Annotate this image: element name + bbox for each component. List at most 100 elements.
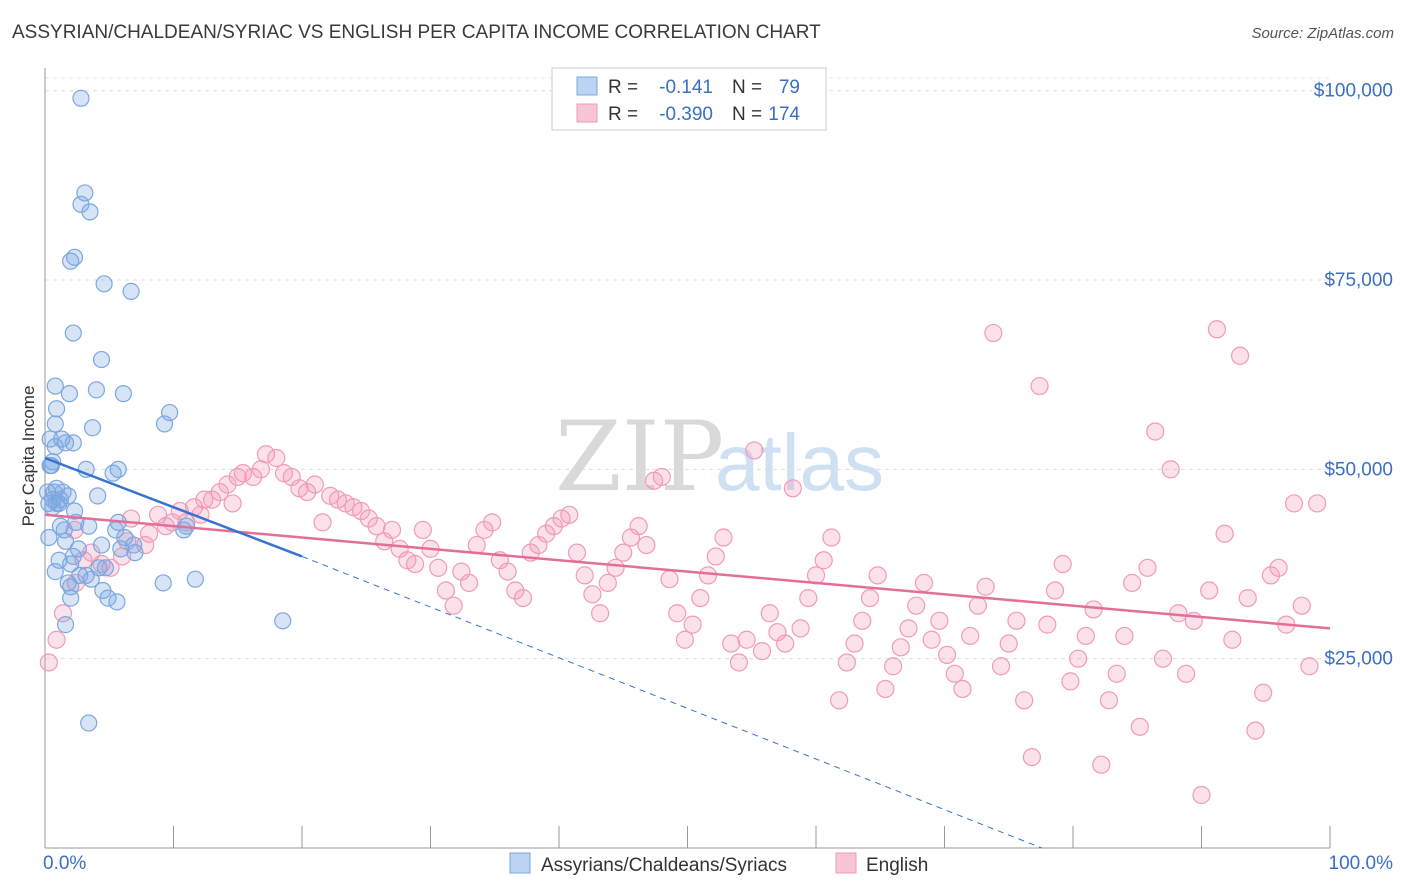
english-point [845,634,864,653]
assyrian-point [80,714,98,732]
x-tick-label-100: 100.0% [1329,853,1394,874]
assyrian-point [56,434,75,452]
english-point [1099,691,1119,710]
english-point [837,653,856,672]
english-point [1030,376,1049,396]
english-point [47,630,66,649]
english-point [544,517,563,536]
english-point [1022,748,1041,767]
assyrian-point [76,184,94,202]
english-point [1130,717,1149,736]
english-point [1223,630,1242,649]
legend-n-value-1: 79 [779,77,800,98]
watermark-zip: ZIP [555,401,724,513]
english-point [459,573,479,593]
english-point [382,520,402,540]
english-point [1176,664,1196,683]
source-label: Source: ZipAtlas.com [1251,25,1394,42]
assyrian-point [46,415,64,433]
english-point [1069,649,1088,668]
english-point [1254,683,1273,702]
english-point [691,588,710,608]
english-point [1115,626,1134,646]
english-point [799,588,818,608]
english-point [729,653,749,672]
english-point [683,615,702,634]
assyrian-point [64,547,82,566]
assyrian-point [112,540,130,558]
english-point [467,535,486,555]
english-point [706,547,725,566]
assyrian-point [155,415,174,433]
english-point [907,596,926,615]
english-point [352,501,371,521]
x-tick-marks [44,826,1331,848]
assyrian-point [56,616,75,634]
english-point [139,524,159,543]
english-point [223,494,242,513]
english-point [668,604,687,623]
english-point [868,566,887,585]
english-point [1007,611,1026,630]
english-point [1153,649,1173,668]
english-point [575,566,594,585]
english-point [606,558,625,577]
series-swatch-assyrian [509,852,531,874]
english-point [39,653,58,672]
english-point [822,528,841,547]
english-point [513,588,533,608]
assyrian-point [154,574,172,592]
assyrian-point [80,517,98,535]
english-point [1146,422,1165,441]
english-point [899,619,918,638]
english-point [922,630,941,649]
english-point [195,490,214,509]
assyrian-point [122,282,140,300]
legend-n-label-1: N = [732,77,762,98]
english-point [256,445,276,464]
assyrian-point [81,203,99,221]
english-point [1300,657,1319,676]
assyrian-point [40,528,58,547]
english-point [984,323,1003,343]
english-point [567,543,587,562]
english-point [1061,672,1080,691]
english-points [39,320,1327,805]
english-point [1200,581,1219,600]
english-point [251,460,270,479]
assyrian-point [90,559,108,577]
english-point [722,634,741,653]
english-point [233,464,252,483]
english-point [675,630,695,649]
english-point [991,657,1011,676]
english-point [914,573,934,593]
correlation-legend: R = -0.141 N = 79 R = -0.390 N = 174 [551,67,827,131]
y-tick-label: $50,000 [1324,459,1393,480]
assyrian-point [87,381,106,399]
english-point [961,626,980,646]
assyrian-point [64,324,82,342]
english-point [883,657,903,676]
assyrian-point [83,419,102,437]
english-point [483,513,502,532]
english-point [210,482,229,502]
english-point [891,638,910,657]
chart-title: ASSYRIAN/CHALDEAN/SYRIAC VS ENGLISH PER … [12,22,821,43]
y-tick-label: $25,000 [1324,649,1393,670]
english-point [814,551,833,570]
english-point [359,509,378,528]
y-axis-label: Per Capita Income [19,386,38,527]
assyrian-point [175,521,193,539]
english-point [202,490,222,509]
legend-r-value-2: -0.390 [659,104,713,125]
english-point [475,520,494,540]
english-point [1215,524,1234,543]
english-point [1045,581,1065,600]
english-point [945,664,964,683]
english-point [267,448,286,468]
assyrian-point [114,385,132,403]
english-point [1015,691,1034,710]
english-point [1269,558,1288,577]
assyrian-point [89,487,107,505]
assyrian-point [46,562,64,581]
